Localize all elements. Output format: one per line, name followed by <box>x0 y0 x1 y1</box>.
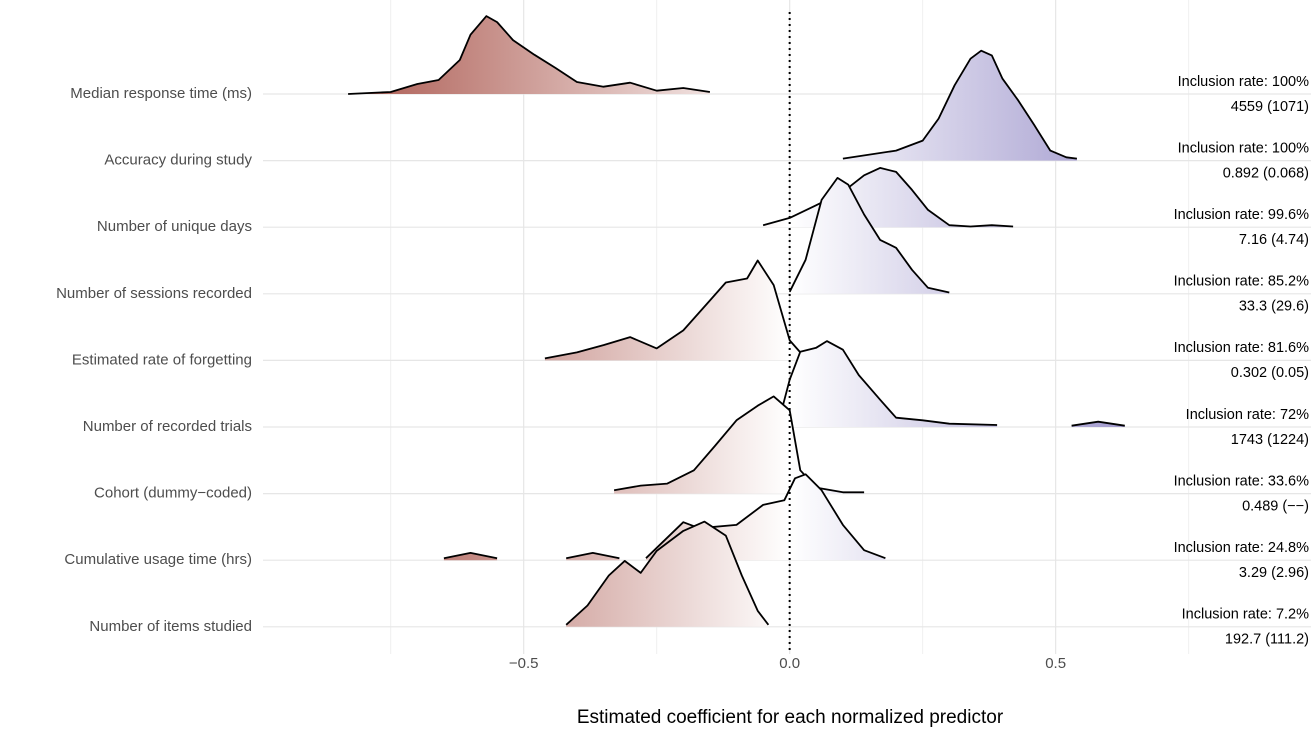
ridge-line <box>762 167 1014 228</box>
x-tick-label: −0.5 <box>509 655 539 672</box>
inclusion-rate: Inclusion rate: 24.8% <box>1174 540 1310 556</box>
ridge-line <box>348 15 711 95</box>
inclusion-rate: Inclusion rate: 33.6% <box>1174 473 1310 489</box>
summary-stat: 3.29 (2.96) <box>1239 565 1309 581</box>
ridge-line <box>565 520 770 626</box>
summary-stat: 1743 (1224) <box>1231 432 1309 448</box>
ridge-fill <box>789 177 950 294</box>
inclusion-rate: Inclusion rate: 81.6% <box>1174 340 1310 356</box>
category-label: Estimated rate of forgetting <box>72 351 252 368</box>
x-tick-label: 0.5 <box>1045 655 1066 672</box>
ridge-line <box>778 340 1125 427</box>
ridge-line <box>842 49 1078 160</box>
summary-stat: 0.892 (0.068) <box>1223 165 1309 181</box>
inclusion-rate: Inclusion rate: 100% <box>1178 74 1309 90</box>
ridge-fill <box>443 474 886 561</box>
ridge-fill <box>614 396 865 494</box>
category-label: Number of items studied <box>89 618 252 635</box>
inclusion-rate: Inclusion rate: 72% <box>1186 407 1309 423</box>
category-label: Number of recorded trials <box>83 418 252 435</box>
inclusion-rate: Inclusion rate: 99.6% <box>1174 207 1310 223</box>
category-label: Accuracy during study <box>104 152 252 169</box>
ridge-fill <box>763 167 1014 228</box>
category-label: Cumulative usage time (hrs) <box>64 551 252 568</box>
ridge-fill <box>779 341 1125 427</box>
x-axis-title: Estimated coefficient for each normalize… <box>577 707 1004 728</box>
ridge-line <box>788 177 950 294</box>
summary-stat: 33.3 (29.6) <box>1239 299 1309 315</box>
summary-stat: 4559 (1071) <box>1231 99 1309 115</box>
inclusion-rate: Inclusion rate: 85.2% <box>1174 274 1310 290</box>
summary-stat: 0.489 (−−) <box>1242 498 1309 514</box>
ridge-line <box>544 259 807 360</box>
ridge-fill <box>348 16 710 95</box>
inclusion-rate: Inclusion rate: 100% <box>1178 140 1309 156</box>
inclusion-rate: Inclusion rate: 7.2% <box>1182 607 1309 623</box>
category-label: Cohort (dummy−coded) <box>94 485 252 502</box>
x-tick-label: 0.0 <box>779 655 800 672</box>
ridge-fill <box>544 260 806 361</box>
category-label: Median response time (ms) <box>70 85 252 102</box>
category-label: Number of unique days <box>97 218 252 235</box>
ridge-fill <box>842 50 1077 161</box>
summary-stat: 7.16 (4.74) <box>1239 232 1309 248</box>
summary-stat: 0.302 (0.05) <box>1231 365 1309 381</box>
ridge-fill <box>566 521 769 627</box>
category-label: Number of sessions recorded <box>56 285 252 302</box>
summary-stat: 192.7 (111.2) <box>1225 632 1309 648</box>
